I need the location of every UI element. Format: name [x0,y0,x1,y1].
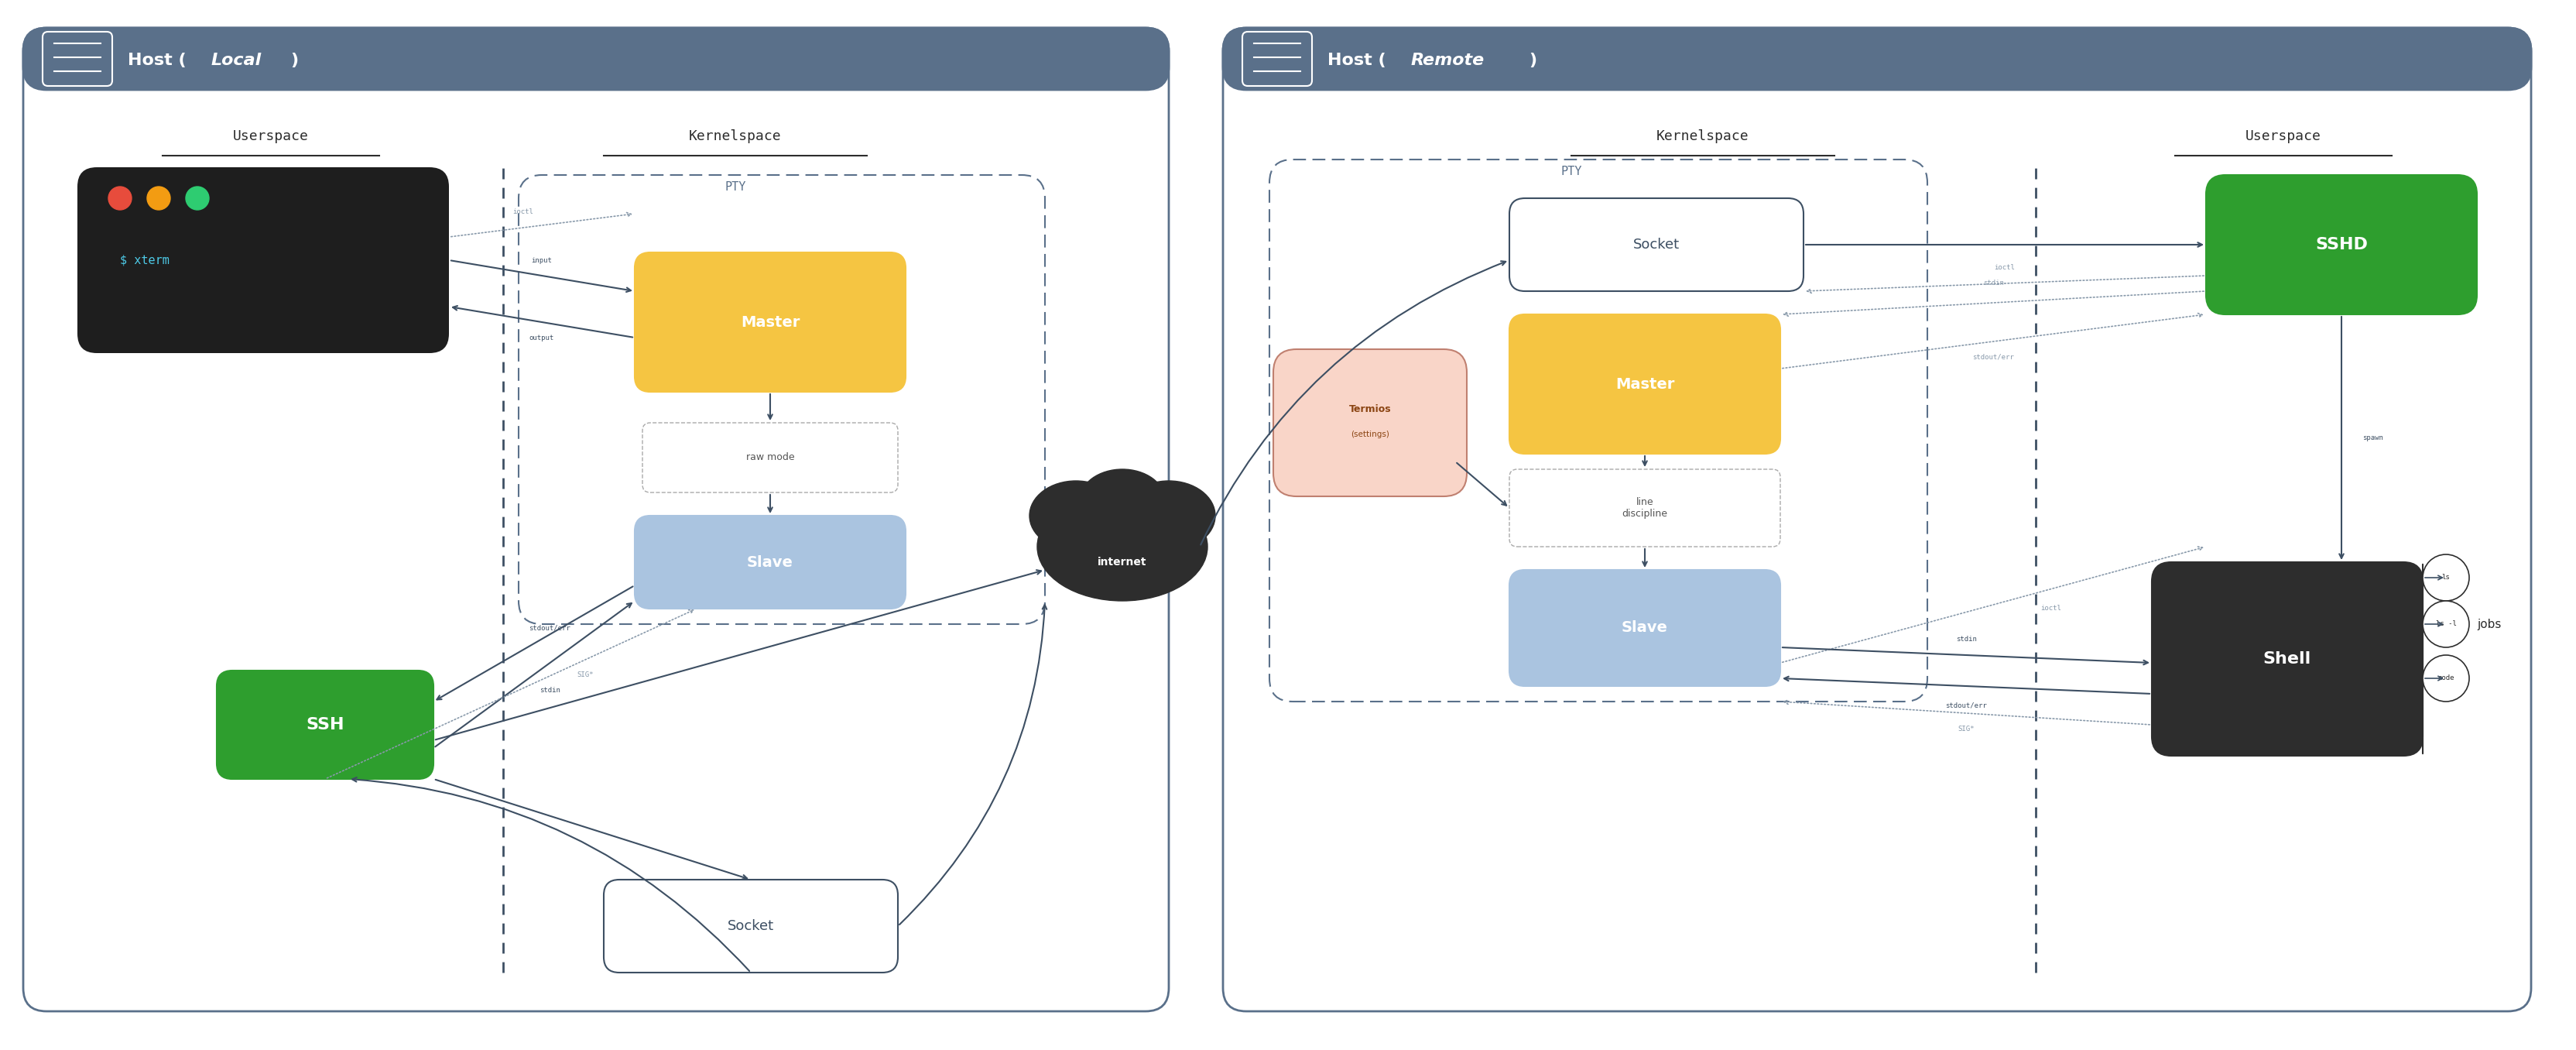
FancyBboxPatch shape [1273,350,1466,497]
Text: Socket: Socket [726,919,773,933]
FancyBboxPatch shape [1510,570,1780,686]
Ellipse shape [1123,481,1216,550]
Circle shape [2424,655,2470,701]
Text: ioctl: ioctl [513,209,533,215]
Text: (settings): (settings) [1350,430,1388,438]
Text: ioctl: ioctl [2040,605,2061,612]
Circle shape [2424,601,2470,648]
Text: output: output [528,334,554,341]
FancyBboxPatch shape [23,28,1170,1011]
Text: SSH: SSH [307,717,345,733]
Text: Slave: Slave [747,554,793,569]
Circle shape [108,187,131,210]
Circle shape [185,187,209,210]
Text: stdout/err: stdout/err [1973,354,2014,360]
Text: jobs: jobs [2478,618,2501,630]
Circle shape [2424,554,2470,601]
Text: Host (: Host ( [1327,52,1386,68]
Text: Master: Master [742,315,799,330]
Text: Slave: Slave [1623,621,1669,635]
FancyBboxPatch shape [1510,198,1803,291]
Text: ): ) [1528,52,1535,68]
Text: raw mode: raw mode [747,453,793,463]
FancyBboxPatch shape [641,423,899,492]
Text: SSHD: SSHD [2316,237,2367,252]
FancyBboxPatch shape [216,671,433,779]
Text: Kernelspace: Kernelspace [688,129,781,143]
Ellipse shape [1030,481,1123,550]
Text: Shell: Shell [2264,651,2311,667]
Ellipse shape [1038,492,1208,601]
FancyBboxPatch shape [1510,469,1780,547]
Text: Remote: Remote [1412,52,1484,68]
Ellipse shape [1079,469,1164,531]
Text: $ xterm: $ xterm [121,254,170,266]
Text: internet: internet [1097,556,1146,568]
Text: Termios: Termios [1350,404,1391,414]
FancyBboxPatch shape [603,880,899,972]
Text: PTY: PTY [1561,165,1582,177]
Text: Kernelspace: Kernelspace [1656,129,1749,143]
Text: ls -l: ls -l [2434,621,2458,628]
FancyBboxPatch shape [634,516,907,609]
Text: ioctl: ioctl [1994,265,2014,271]
Text: ls: ls [2442,574,2450,581]
Text: SIG*: SIG* [577,672,592,678]
Text: input: input [531,256,551,264]
Text: stdin: stdin [538,687,559,693]
FancyBboxPatch shape [634,252,907,392]
FancyBboxPatch shape [23,28,1170,90]
FancyBboxPatch shape [1224,28,2532,1011]
Text: stdin: stdin [1984,280,2004,287]
Text: SIG*: SIG* [1958,726,1973,732]
Text: node: node [2437,675,2455,681]
Text: ): ) [291,52,299,68]
Text: Userspace: Userspace [2246,129,2321,143]
FancyBboxPatch shape [1510,314,1780,454]
Text: stdout/err: stdout/err [1945,702,1986,709]
Text: spawn: spawn [2362,435,2383,442]
Text: Master: Master [1615,377,1674,392]
Text: line
discipline: line discipline [1623,497,1667,519]
FancyBboxPatch shape [2151,562,2424,756]
Text: Socket: Socket [1633,237,1680,252]
Text: PTY: PTY [724,181,747,192]
Text: Host (: Host ( [129,52,185,68]
Text: Local: Local [211,52,263,68]
Circle shape [147,187,170,210]
Text: stdout/err: stdout/err [528,625,569,631]
Text: stdin: stdin [1955,636,1976,643]
FancyBboxPatch shape [2205,175,2478,314]
FancyBboxPatch shape [77,167,448,353]
FancyBboxPatch shape [1224,28,2532,90]
Text: Userspace: Userspace [232,129,309,143]
